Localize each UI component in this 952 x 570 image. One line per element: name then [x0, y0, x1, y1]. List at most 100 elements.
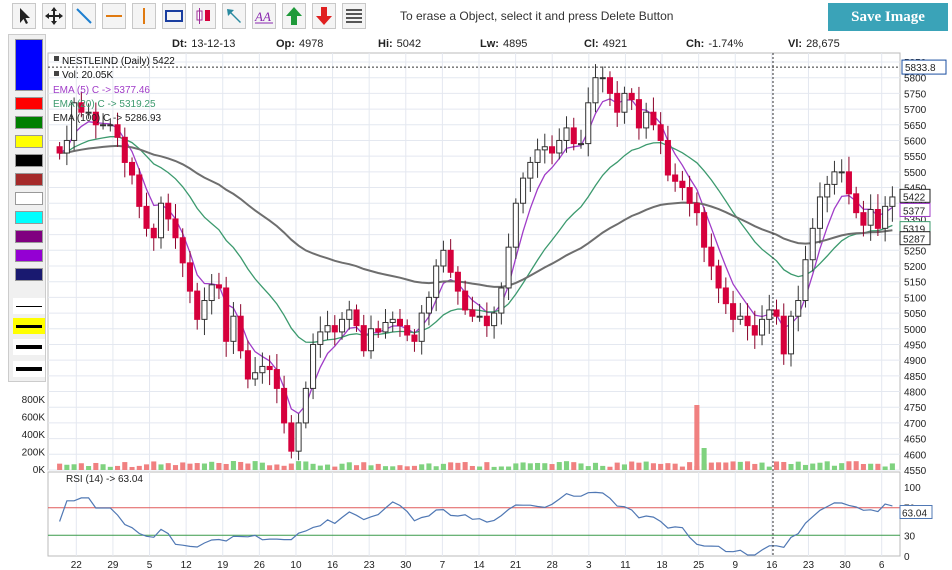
color-swatch-green[interactable] [15, 116, 43, 129]
toolbar-hint: To erase a Object, select it and press D… [400, 9, 674, 23]
candle-body [266, 365, 273, 371]
candle-body [759, 318, 766, 336]
rsi-line [59, 491, 893, 556]
volume-bar [404, 466, 410, 470]
color-swatch-brown[interactable] [15, 173, 43, 186]
date-tick-label: 16 [766, 560, 778, 570]
volume-bar [252, 461, 258, 470]
candle-body [809, 227, 816, 261]
color-swatch-yellow[interactable] [15, 135, 43, 148]
volume-bar [824, 461, 830, 470]
candle-body [708, 246, 715, 267]
volume-bar [129, 466, 135, 470]
legend-ema100: EMA (100) C -> 5286.93 [53, 113, 162, 124]
volume-bar [802, 464, 809, 470]
volume-bar [621, 464, 627, 470]
volume-bar [723, 462, 729, 470]
volume-bar [361, 462, 367, 470]
crosshair-move-icon[interactable] [42, 3, 66, 29]
volume-bar [549, 464, 555, 470]
select-pointer-icon[interactable] [12, 3, 36, 29]
candle-body [324, 325, 331, 333]
volume-bar [115, 465, 121, 470]
vertical-line-icon[interactable] [132, 3, 156, 29]
trend-line-icon[interactable] [72, 3, 96, 29]
volume-bar [643, 461, 649, 470]
candle-body [404, 325, 411, 336]
volume-bar [245, 463, 251, 470]
candle-body [498, 287, 505, 314]
price-tick-label: 4750 [904, 403, 927, 414]
volume-bar [107, 466, 113, 470]
text-annotation-icon[interactable]: AA [252, 3, 276, 29]
price-tick-label: 4650 [904, 435, 927, 446]
candle-body [339, 318, 346, 333]
candle-body [621, 92, 628, 113]
line-width-2[interactable] [13, 318, 45, 334]
candle-body [433, 265, 440, 298]
volume-tick-label: 0K [33, 465, 46, 476]
volume-bar [353, 465, 360, 470]
selected-color-swatch[interactable] [15, 39, 43, 91]
color-swatch-red[interactable] [15, 97, 43, 110]
line-width-1[interactable] [13, 298, 45, 314]
up-arrow-icon[interactable] [282, 3, 306, 29]
arrow-pointer-icon[interactable] [222, 3, 246, 29]
candle-body [281, 387, 288, 424]
candle-body [831, 171, 838, 185]
info-open: Op: 4978 [276, 38, 324, 50]
volume-bar [766, 466, 772, 470]
down-arrow-icon[interactable] [312, 3, 336, 29]
color-swatch-navy[interactable] [15, 268, 43, 281]
save-image-button[interactable]: Save Image [828, 3, 948, 31]
volume-bar [571, 462, 577, 470]
volume-bar [810, 463, 816, 470]
color-swatch-purple[interactable] [15, 230, 43, 243]
color-swatch-cyan[interactable] [15, 211, 43, 224]
volume-bar [788, 464, 794, 470]
ema20-line [59, 136, 893, 343]
price-tick-label: 5150 [904, 278, 927, 289]
volume-bar [317, 465, 323, 470]
candle-body [425, 296, 432, 314]
candle-body [418, 312, 425, 342]
candle-body [367, 328, 375, 352]
candle-icon[interactable] [192, 3, 216, 29]
candle-body [838, 171, 845, 174]
date-tick-label: 23 [803, 560, 815, 570]
volume-bar [513, 463, 519, 470]
volume-tick-label: 400K [22, 430, 46, 441]
last-value-label: 5287 [903, 235, 926, 246]
candle-body [447, 249, 454, 273]
volume-bar [716, 462, 722, 470]
candle-body [722, 287, 729, 305]
date-tick-label: 6 [879, 560, 885, 570]
line-width-3[interactable] [13, 339, 45, 355]
color-swatch-violet[interactable] [15, 249, 43, 262]
volume-bar [339, 463, 345, 470]
volume-bar [455, 462, 461, 470]
candle-body [751, 325, 758, 336]
line-width-4[interactable] [13, 361, 45, 377]
color-swatch-black[interactable] [15, 154, 43, 167]
horizontal-line-icon[interactable] [102, 3, 126, 29]
price-tick-label: 5700 [904, 105, 927, 116]
candle-body [273, 369, 280, 389]
legend-rsi: RSI (14) -> 63.04 [66, 474, 143, 485]
candle-body [295, 422, 302, 452]
candle-body [186, 262, 193, 292]
candle-body [172, 218, 179, 239]
color-swatch-white[interactable] [15, 192, 43, 205]
volume-bar [672, 463, 678, 470]
volume-bar [658, 463, 664, 470]
rectangle-icon[interactable] [162, 3, 186, 29]
last-value-box [899, 231, 931, 246]
candle-body [157, 202, 165, 239]
info-change: Ch: -1.74% [686, 38, 744, 50]
price-tick-label: 5050 [904, 309, 927, 320]
candle-body [527, 161, 534, 179]
fibonacci-lines-icon[interactable] [342, 3, 366, 29]
volume-bar [310, 463, 316, 470]
volume-bar [86, 466, 92, 470]
